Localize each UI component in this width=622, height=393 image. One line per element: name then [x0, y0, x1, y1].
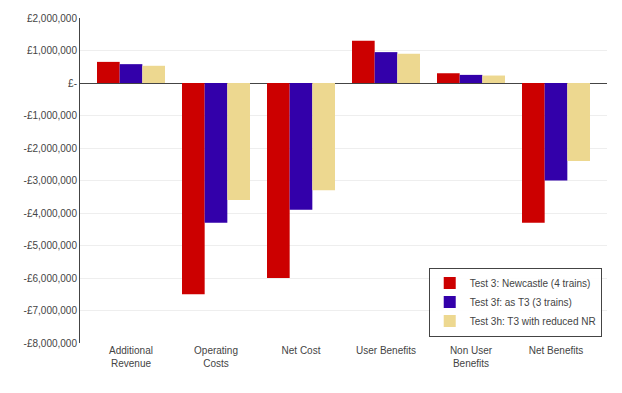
- svg-text:£2,000,000: £2,000,000: [27, 13, 77, 24]
- svg-text:Test 3: Newcastle (4 trains): Test 3: Newcastle (4 trains): [470, 278, 591, 289]
- svg-text:Net Benefits: Net Benefits: [529, 345, 583, 356]
- svg-text:-£3,000,000: -£3,000,000: [24, 175, 78, 186]
- svg-text:-£7,000,000: -£7,000,000: [24, 305, 78, 316]
- svg-text:-£4,000,000: -£4,000,000: [24, 208, 78, 219]
- svg-text:£1,000,000: £1,000,000: [27, 45, 77, 56]
- svg-text:AdditionalRevenue: AdditionalRevenue: [109, 345, 153, 369]
- svg-text:-£5,000,000: -£5,000,000: [24, 240, 78, 251]
- svg-text:Test 3f: as T3 (3 trains): Test 3f: as T3 (3 trains): [470, 297, 572, 308]
- svg-text:User Benefits: User Benefits: [356, 345, 416, 356]
- svg-text:-£2,000,000: -£2,000,000: [24, 143, 78, 154]
- svg-text:Test 3h: T3 with reduced NR: Test 3h: T3 with reduced NR: [470, 316, 596, 327]
- svg-text:Non UserBenefits: Non UserBenefits: [450, 345, 493, 369]
- svg-text:OperatingCosts: OperatingCosts: [194, 345, 238, 369]
- svg-text:£-: £-: [68, 78, 77, 89]
- svg-text:-£1,000,000: -£1,000,000: [24, 110, 78, 121]
- svg-text:-£6,000,000: -£6,000,000: [24, 273, 78, 284]
- svg-text:Net Cost: Net Cost: [282, 345, 321, 356]
- svg-text:-£8,000,000: -£8,000,000: [24, 338, 78, 349]
